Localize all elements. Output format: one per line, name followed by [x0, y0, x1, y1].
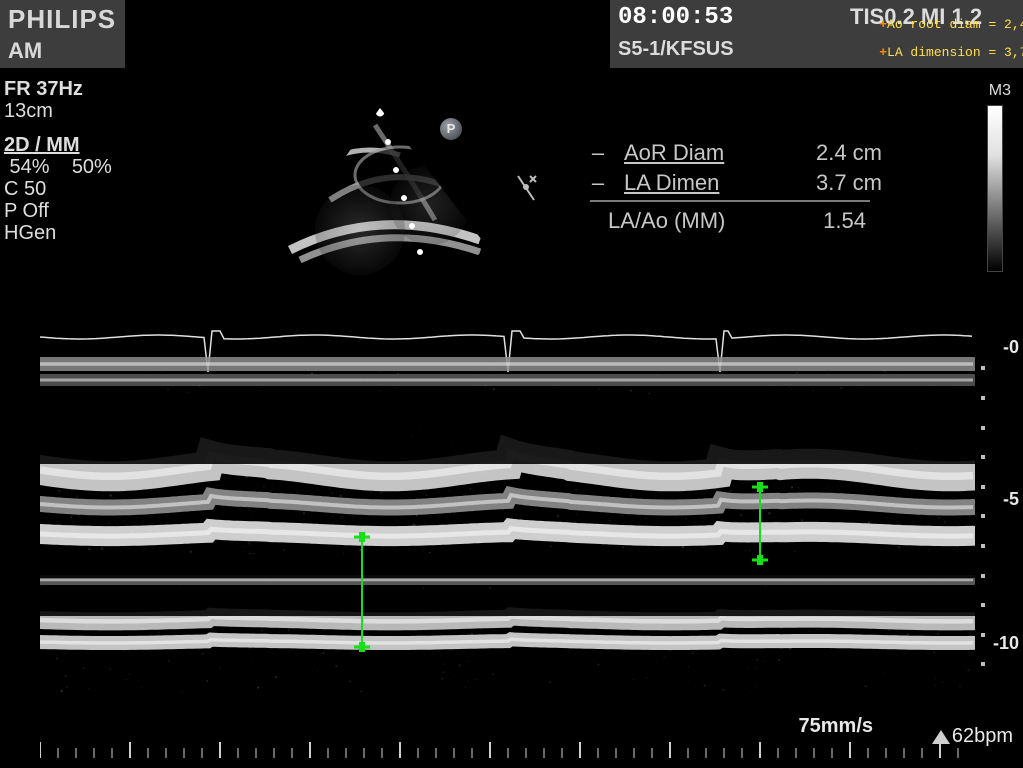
measurement-label: LA/Ao (MM) [608, 208, 738, 234]
depth-minor-tick [981, 574, 985, 578]
measurement-value: 1.54 [756, 208, 866, 234]
depth-scale: -0 -5 -10 [977, 322, 1019, 692]
depth-minor-tick [981, 514, 985, 518]
depth-minor-tick [981, 662, 985, 666]
probe-orientation-marker: P [440, 118, 462, 140]
measurements-table: – AoR Diam 2.4 cm – LA Dimen 3.7 cm LA/A… [590, 140, 882, 238]
ampm-label: AM [8, 38, 42, 64]
imaging-mode: 2D / MM [4, 134, 112, 156]
mmode-strip[interactable] [40, 322, 975, 692]
measurement-label: LA Dimen [624, 170, 754, 196]
patient-redacted-block [125, 0, 610, 68]
caliper-dash-icon: – [590, 140, 606, 166]
depth-minor-tick [981, 544, 985, 548]
persistence: P Off [4, 200, 112, 222]
measurement-row: – LA Dimen 3.7 cm [590, 170, 882, 196]
measurement-value: 2.4 cm [772, 140, 882, 166]
measurement-value: 3.7 cm [772, 170, 882, 196]
grayscale-lut-bar [987, 105, 1003, 272]
time-axis-ticks [40, 742, 975, 758]
depth-minor-tick [981, 366, 985, 370]
measurement-row: – AoR Diam 2.4 cm [590, 140, 882, 166]
caliper-icon [512, 172, 540, 217]
top-bar: PHILIPS AM 08:00:53 S5-1/KFSUS TIS0.2 MI… [0, 0, 1023, 68]
m-mode-index: M3 [989, 82, 1011, 100]
compression: C 50 [4, 178, 112, 200]
depth: 13cm [4, 100, 112, 122]
vendor-logo: PHILIPS [8, 4, 116, 35]
acquisition-time: 08:00:53 [618, 4, 733, 31]
sector-svg [240, 100, 520, 300]
depth-minor-tick [981, 485, 985, 489]
frame-rate: FR 37Hz [4, 78, 112, 100]
gain-values: 54% 50% [4, 156, 112, 178]
measurement-label: AoR Diam [624, 140, 754, 166]
sweep-speed: 75mm/s [799, 715, 874, 738]
overlay-annotation-row: Ao root diam = 2,4 cm [887, 17, 1023, 32]
depth-tick-label: -0 [1003, 337, 1019, 358]
measurement-ratio-row: LA/Ao (MM) 1.54 [590, 208, 882, 234]
depth-minor-tick [981, 603, 985, 607]
depth-tick-label: -5 [1003, 489, 1019, 510]
depth-minor-tick [981, 455, 985, 459]
mmode-svg [40, 322, 975, 692]
depth-minor-tick [981, 426, 985, 430]
probe-preset: S5-1/KFSUS [618, 38, 734, 61]
harmonic-mode: HGen [4, 222, 112, 244]
measurement-overlay-annotation: +Ao root diam = 2,4 cm +LA dimension = 3… [848, 4, 1023, 74]
ultrasound-2d-sector[interactable]: P [240, 100, 520, 300]
imaging-params-panel: FR 37Hz 13cm 2D / MM 54% 50% C 50 P Off … [4, 78, 112, 244]
depth-minor-tick [981, 396, 985, 400]
depth-minor-tick [981, 633, 985, 637]
depth-tick-label: -10 [993, 633, 1019, 654]
measurement-divider [590, 200, 870, 202]
overlay-annotation-row: LA dimension = 3,7 cm [887, 45, 1023, 60]
caliper-dash-icon: – [590, 170, 606, 196]
